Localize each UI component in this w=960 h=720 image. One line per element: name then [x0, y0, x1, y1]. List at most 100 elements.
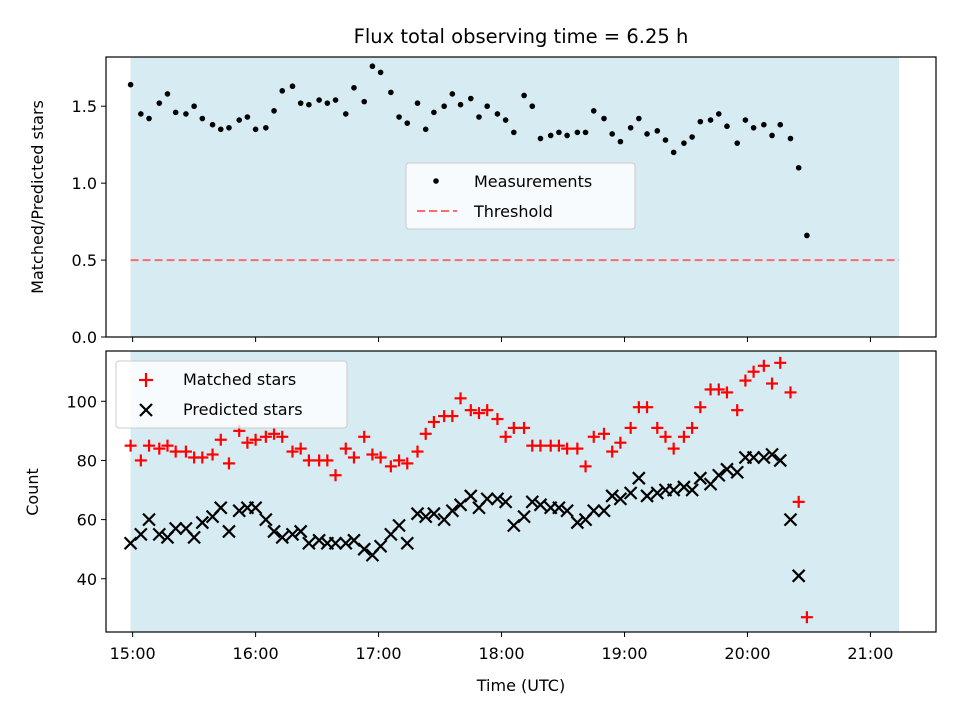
- matched-star-point: [491, 413, 504, 426]
- measurement-point: [396, 114, 402, 120]
- measurement-point: [226, 124, 232, 131]
- measurement-point: [183, 111, 189, 117]
- measurement-point: [156, 100, 163, 106]
- matched-star-point: [427, 415, 440, 428]
- predicted-star-point: [400, 536, 415, 551]
- measurement-point: [697, 118, 704, 125]
- measurement-point: [342, 111, 349, 117]
- measurement-point: [236, 117, 243, 123]
- bottom-y-tick-label: 80: [77, 451, 97, 470]
- measurement-point: [332, 97, 339, 103]
- matched-star-point: [329, 469, 342, 482]
- predicted-star-point: [464, 489, 478, 503]
- matched-star-point: [124, 439, 137, 452]
- measurement-point: [804, 232, 810, 239]
- matched-star-point: [143, 439, 156, 452]
- x-tick-label: 16:00: [233, 644, 279, 663]
- predicted-star-point: [783, 512, 798, 527]
- matched-star-point: [302, 454, 315, 467]
- predicted-star-point: [248, 500, 263, 515]
- matched-star-point: [179, 445, 192, 458]
- matched-star-point: [720, 386, 733, 399]
- matched-star-point: [321, 454, 334, 467]
- measurement-point: [127, 81, 134, 88]
- predicted-star-point: [677, 480, 691, 494]
- bottom-y-axis: 40 60 80 100: [66, 392, 106, 589]
- predicted-star-point: [597, 503, 611, 518]
- top-y-tick-label: 1.5: [72, 97, 97, 116]
- x-tick-label: 21:00: [847, 644, 893, 663]
- matched-star-point: [339, 442, 352, 455]
- predicted-star-point: [498, 495, 513, 509]
- matched-star-point: [464, 404, 477, 417]
- matched-star-point: [499, 430, 512, 443]
- measurement-point: [529, 103, 536, 110]
- measurement-point: [484, 103, 490, 110]
- measurement-point: [297, 100, 304, 106]
- matched-star-point: [384, 460, 397, 473]
- matched-star-point: [276, 430, 289, 443]
- predicted-star-point: [187, 530, 201, 545]
- predicted-star-point: [757, 450, 771, 465]
- predicted-star-point: [259, 512, 273, 527]
- matched-star-point: [534, 439, 547, 452]
- predicted-star-point: [232, 503, 246, 518]
- matched-star-point: [579, 460, 592, 473]
- predicted-star-point: [720, 462, 734, 477]
- measurement-point: [271, 108, 277, 114]
- matched-star-point: [196, 451, 209, 464]
- matched-star-point: [774, 356, 787, 369]
- matched-star-point: [153, 442, 166, 455]
- measurement-point: [502, 117, 509, 123]
- matched-star-point: [134, 454, 147, 467]
- top-panel-frame: [105, 56, 937, 338]
- predicted-star-point: [640, 489, 654, 503]
- matched-star-point: [659, 430, 672, 443]
- matched-star-point: [552, 439, 565, 452]
- matched-star-point: [347, 451, 360, 464]
- measurement-point: [636, 115, 642, 122]
- predicted-star-point: [285, 527, 300, 542]
- predicted-star-point: [427, 506, 441, 521]
- predicted-star-point: [267, 524, 281, 539]
- top-legend: Measurements Threshold: [405, 162, 636, 230]
- measurement-point: [609, 131, 615, 137]
- matched-star-point: [472, 407, 485, 420]
- predicted-star-point: [711, 468, 726, 483]
- predicted-star-point: [480, 492, 494, 506]
- matched-star-point: [587, 430, 600, 443]
- measurement-point: [777, 121, 784, 128]
- predicted-star-point: [791, 569, 806, 583]
- measurement-point: [252, 126, 259, 133]
- bottom-legend: Matched stars Predicted stars: [115, 360, 348, 429]
- predicted-star-point: [533, 498, 548, 512]
- legend-measurements-label: Measurements: [474, 172, 592, 191]
- measurement-point: [449, 91, 456, 97]
- matched-star-point: [411, 445, 424, 458]
- measurement-point: [191, 103, 197, 110]
- measurement-point: [724, 123, 730, 130]
- top-y-tick-label: 0.5: [72, 251, 97, 270]
- bottom-y-tick-label: 40: [77, 570, 97, 589]
- matched-star-point: [571, 442, 584, 455]
- measurement-point: [476, 114, 482, 120]
- bottom-panel: 40 60 80 100 15:00 16:00 17:00 18:00 19:00 20:00…: [23, 350, 937, 695]
- top-legend-box: [405, 162, 636, 230]
- measurement-point: [662, 137, 669, 143]
- matched-star-point: [446, 410, 459, 423]
- matched-star-point: [694, 401, 707, 414]
- measurement-point: [244, 114, 251, 120]
- top-y-axis: 0.0 0.5 1.0 1.5: [72, 97, 106, 347]
- predicted-star-point: [302, 536, 316, 551]
- predicted-star-point: [685, 483, 699, 497]
- predicted-star-point: [693, 471, 708, 485]
- predicted-star-point: [586, 503, 601, 518]
- matched-star-point: [624, 421, 637, 434]
- matched-star-point: [294, 442, 307, 455]
- measurement-point: [670, 149, 677, 156]
- predicted-star-point: [293, 524, 308, 539]
- measurement-point: [521, 92, 527, 99]
- matched-star-point: [800, 611, 813, 624]
- predicted-star-point: [213, 500, 228, 515]
